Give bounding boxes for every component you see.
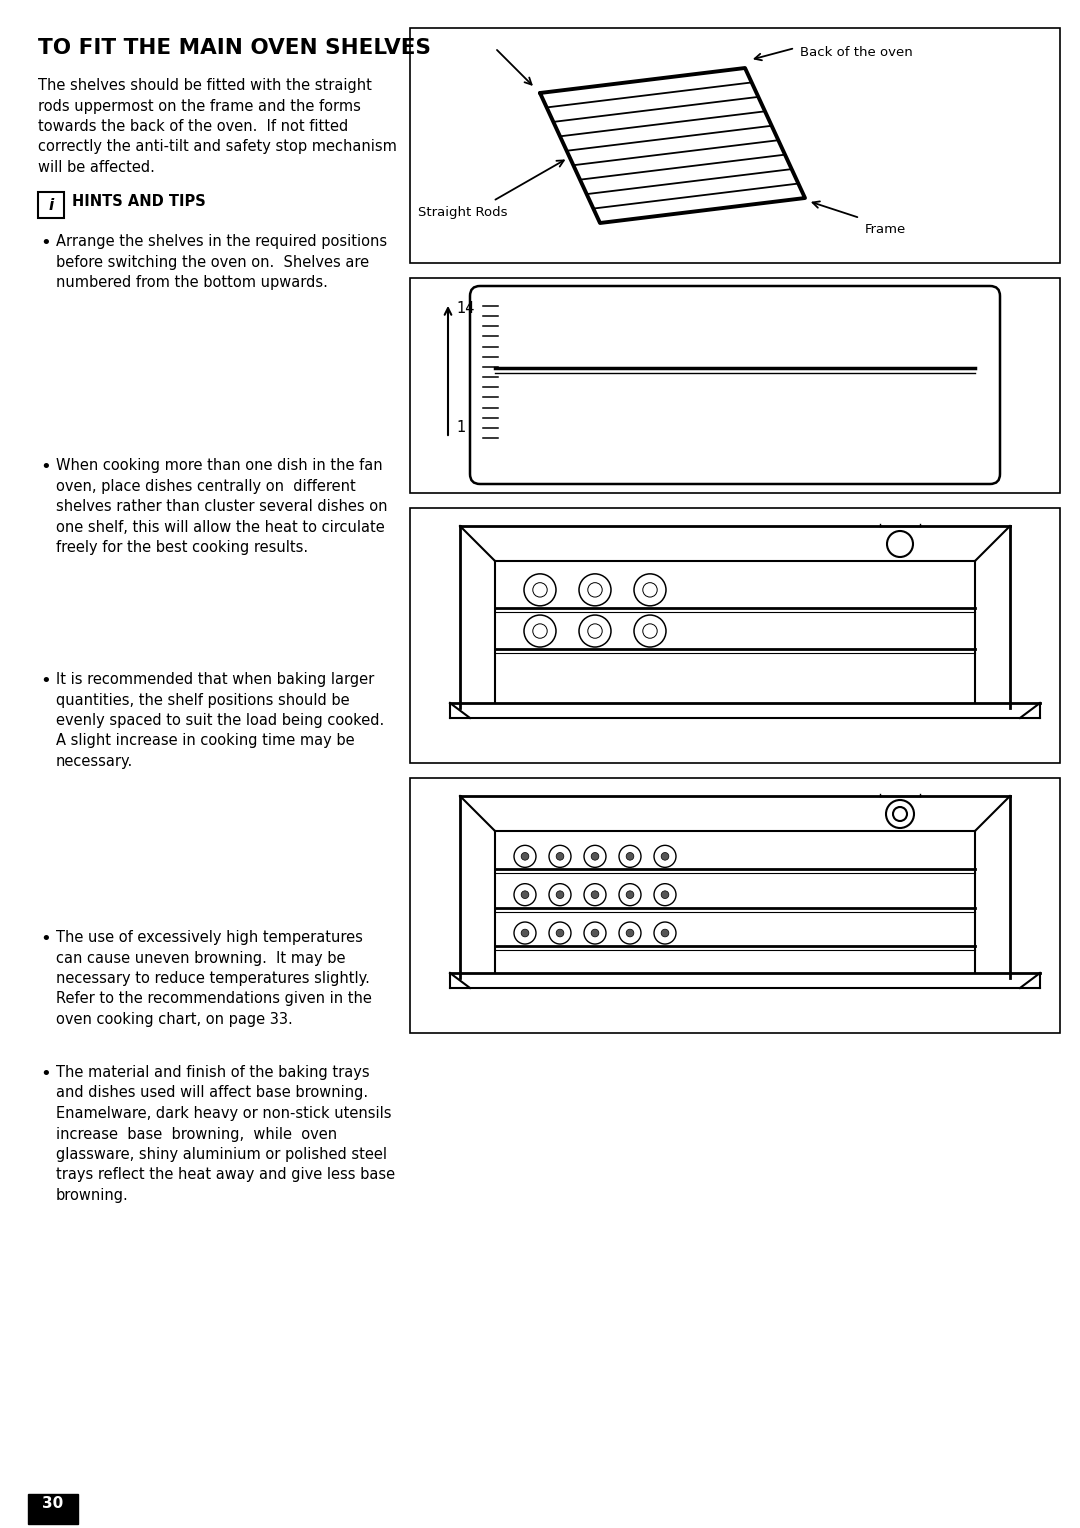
Text: rods uppermost on the frame and the forms: rods uppermost on the frame and the form… <box>38 98 361 113</box>
Text: oven cooking chart, on page 33.: oven cooking chart, on page 33. <box>56 1012 293 1027</box>
Text: •: • <box>40 931 51 947</box>
Bar <box>410 278 1059 494</box>
Circle shape <box>591 891 598 898</box>
Circle shape <box>522 929 529 937</box>
Text: necessary.: necessary. <box>56 753 133 769</box>
Text: 30: 30 <box>42 1496 64 1511</box>
Circle shape <box>591 853 598 860</box>
Text: evenly spaced to suit the load being cooked.: evenly spaced to suit the load being coo… <box>56 714 384 727</box>
Text: Back of the oven: Back of the oven <box>800 46 913 60</box>
FancyBboxPatch shape <box>470 286 1000 484</box>
Text: When cooking more than one dish in the fan: When cooking more than one dish in the f… <box>56 458 382 474</box>
Bar <box>410 507 1059 762</box>
Circle shape <box>626 891 634 898</box>
Circle shape <box>522 891 529 898</box>
Text: It is recommended that when baking larger: It is recommended that when baking large… <box>56 672 375 688</box>
Text: numbered from the bottom upwards.: numbered from the bottom upwards. <box>56 275 328 290</box>
Text: will be affected.: will be affected. <box>38 160 154 176</box>
Circle shape <box>591 929 598 937</box>
Text: 1: 1 <box>456 420 465 435</box>
Circle shape <box>626 929 634 937</box>
Text: increase  base  browning,  while  oven: increase base browning, while oven <box>56 1126 337 1141</box>
Text: Frame: Frame <box>865 223 906 235</box>
Text: necessary to reduce temperatures slightly.: necessary to reduce temperatures slightl… <box>56 970 369 986</box>
Circle shape <box>661 891 669 898</box>
Circle shape <box>626 853 634 860</box>
Text: glassware, shiny aluminium or polished steel: glassware, shiny aluminium or polished s… <box>56 1148 387 1161</box>
Text: Refer to the recommendations given in the: Refer to the recommendations given in th… <box>56 992 372 1007</box>
Bar <box>410 778 1059 1033</box>
Text: •: • <box>40 672 51 691</box>
Bar <box>38 193 64 219</box>
Text: can cause uneven browning.  It may be: can cause uneven browning. It may be <box>56 950 346 966</box>
Text: freely for the best cooking results.: freely for the best cooking results. <box>56 539 308 555</box>
Text: The shelves should be fitted with the straight: The shelves should be fitted with the st… <box>38 78 372 93</box>
Circle shape <box>661 929 669 937</box>
Text: quantities, the shelf positions should be: quantities, the shelf positions should b… <box>56 692 350 707</box>
Circle shape <box>661 853 669 860</box>
Text: Arrange the shelves in the required positions: Arrange the shelves in the required posi… <box>56 234 387 249</box>
Circle shape <box>522 853 529 860</box>
Circle shape <box>556 929 564 937</box>
Text: •: • <box>40 458 51 477</box>
Text: The use of excessively high temperatures: The use of excessively high temperatures <box>56 931 363 944</box>
Circle shape <box>556 853 564 860</box>
Text: correctly the anti-tilt and safety stop mechanism: correctly the anti-tilt and safety stop … <box>38 139 396 154</box>
Text: before switching the oven on.  Shelves are: before switching the oven on. Shelves ar… <box>56 255 369 269</box>
Text: towards the back of the oven.  If not fitted: towards the back of the oven. If not fit… <box>38 119 348 134</box>
Text: Straight Rods: Straight Rods <box>418 206 508 219</box>
Bar <box>28 1494 78 1523</box>
Text: HINTS AND TIPS: HINTS AND TIPS <box>72 194 206 209</box>
Text: and dishes used will affect base browning.: and dishes used will affect base brownin… <box>56 1085 368 1100</box>
Text: shelves rather than cluster several dishes on: shelves rather than cluster several dish… <box>56 500 388 513</box>
Text: Enamelware, dark heavy or non-stick utensils: Enamelware, dark heavy or non-stick uten… <box>56 1106 391 1122</box>
Text: The material and finish of the baking trays: The material and finish of the baking tr… <box>56 1065 369 1080</box>
Text: browning.: browning. <box>56 1187 129 1203</box>
Text: TO FIT THE MAIN OVEN SHELVES: TO FIT THE MAIN OVEN SHELVES <box>38 38 431 58</box>
Text: oven, place dishes centrally on  different: oven, place dishes centrally on differen… <box>56 478 355 494</box>
Circle shape <box>556 891 564 898</box>
Text: A slight increase in cooking time may be: A slight increase in cooking time may be <box>56 733 354 749</box>
Text: •: • <box>40 234 51 252</box>
Text: one shelf, this will allow the heat to circulate: one shelf, this will allow the heat to c… <box>56 520 384 535</box>
Text: •: • <box>40 1065 51 1083</box>
Text: 14: 14 <box>456 301 474 316</box>
Text: trays reflect the heat away and give less base: trays reflect the heat away and give les… <box>56 1167 395 1183</box>
Bar <box>410 28 1059 263</box>
Text: i: i <box>49 197 54 212</box>
